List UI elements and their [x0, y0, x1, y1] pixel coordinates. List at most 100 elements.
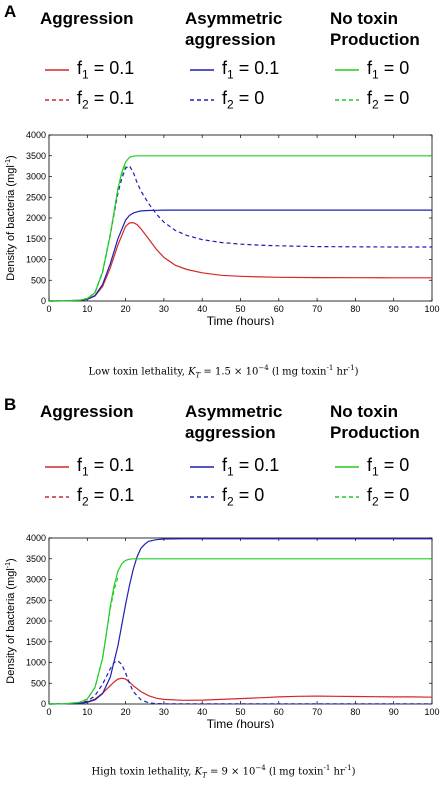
x-tick-label: 30 — [159, 707, 169, 717]
x-tick-label: 0 — [46, 707, 51, 717]
x-tick-label: 30 — [159, 304, 169, 314]
legend-swatch — [335, 496, 359, 498]
x-tick-label: 50 — [235, 304, 245, 314]
x-tick-label: 40 — [197, 707, 207, 717]
y-axis-label: Density of bacteria (mgl-1) — [5, 155, 17, 280]
y-tick-label: 2000 — [26, 616, 46, 626]
legend-label: f1 = 0 — [367, 58, 410, 82]
x-tick-label: 70 — [312, 707, 322, 717]
legend-swatch — [335, 69, 359, 71]
legend-label: f1 = 0.1 — [222, 58, 280, 82]
x-tick-label: 90 — [389, 707, 399, 717]
series-line — [48, 155, 432, 302]
legend-swatch — [190, 99, 214, 101]
x-tick-label: 10 — [82, 304, 92, 314]
y-tick-label: 3000 — [26, 575, 46, 585]
legend-swatch — [190, 496, 214, 498]
legend-label: f2 = 0 — [222, 88, 265, 112]
y-tick-label: 1000 — [26, 658, 46, 668]
x-axis-label: Time (hours) — [207, 717, 275, 728]
y-tick-label: 1500 — [26, 234, 46, 244]
legend-swatch — [190, 69, 214, 71]
x-tick-label: 60 — [274, 707, 284, 717]
legend-label: f1 = 0.1 — [77, 455, 135, 479]
y-tick-label: 500 — [31, 275, 46, 285]
legend-label: f2 = 0 — [222, 485, 265, 509]
panel-a: A Aggression f1 = 0.1 f2 = 0.1 Asymmetric ag… — [0, 0, 447, 392]
legend-label: f1 = 0.1 — [77, 58, 135, 82]
legend-swatch — [45, 466, 69, 468]
legend-group-title-line: aggression — [185, 423, 276, 442]
series-line — [48, 677, 433, 705]
series-line — [48, 538, 432, 705]
x-axis-label: Time (hours) — [207, 314, 275, 325]
y-tick-label: 1000 — [26, 255, 46, 265]
y-tick-label: 500 — [31, 678, 46, 688]
legend-label: f1 = 0 — [367, 455, 410, 479]
legend-swatch — [45, 69, 69, 71]
legend-group-title: No toxin Production — [330, 8, 420, 50]
y-tick-label: 0 — [41, 699, 46, 709]
x-tick-label: 100 — [424, 707, 439, 717]
x-tick-label: 20 — [121, 707, 131, 717]
y-tick-label: 2500 — [26, 192, 46, 202]
panel-letter: B — [4, 395, 17, 414]
y-tick-label: 3500 — [26, 554, 46, 564]
y-tick-label: 4000 — [26, 533, 46, 543]
legend-swatch — [335, 99, 359, 101]
series-line — [48, 221, 432, 302]
legend-group-title-line: Asymmetric — [185, 402, 283, 421]
chart-b: 0 10 20 30 40 50 60 70 80 90 100050010001500200025… — [5, 533, 440, 728]
legend-label: f1 = 0.1 — [222, 455, 280, 479]
legend-group-title: Asymmetric aggression — [185, 8, 282, 50]
legend-group-title: No toxin Production — [330, 401, 420, 443]
y-tick-label: 3000 — [26, 172, 46, 182]
legend-swatch — [45, 99, 69, 101]
y-tick-label: 2500 — [26, 595, 46, 605]
series-line — [48, 660, 432, 705]
plot-frame — [48, 537, 433, 705]
x-tick-label: 0 — [46, 304, 51, 314]
series-line — [48, 209, 432, 302]
x-tick-label: 100 — [424, 304, 439, 314]
caption: High toxin lethality, KT = 9 × 10−4 (l m… — [91, 764, 356, 780]
x-tick-label: 80 — [350, 304, 360, 314]
legend-swatch — [45, 496, 69, 498]
series-line — [48, 558, 432, 705]
y-axis-label: Density of bacteria (mgl-1) — [5, 558, 17, 683]
y-tick-label: 3500 — [26, 151, 46, 161]
panel-letter: A — [4, 2, 17, 21]
legend-group-title-line: Aggression — [40, 402, 134, 421]
x-tick-label: 20 — [121, 304, 131, 314]
y-tick-label: 0 — [41, 296, 46, 306]
legend-swatch — [335, 466, 359, 468]
legend-group-title: Aggression — [40, 8, 134, 29]
legend-swatch — [190, 466, 214, 468]
x-tick-label: 90 — [389, 304, 399, 314]
y-tick-label: 4000 — [26, 130, 46, 140]
panel-b: B Aggression f1 = 0.1 f2 = 0.1 Asymmetric ag… — [0, 393, 447, 785]
x-tick-label: 40 — [197, 304, 207, 314]
x-tick-label: 50 — [235, 707, 245, 717]
x-tick-label: 10 — [82, 707, 92, 717]
y-tick-label: 2000 — [26, 213, 46, 223]
x-tick-label: 70 — [312, 304, 322, 314]
chart-a: 0 10 20 30 40 50 60 70 80 90 100050010001500200025… — [5, 130, 440, 325]
legend-label: f2 = 0 — [367, 485, 410, 509]
legend-group-title-line: Production — [330, 423, 420, 442]
y-tick-label: 1500 — [26, 637, 46, 647]
legend-group-title-line: No toxin — [330, 9, 398, 28]
legend-label: f2 = 0.1 — [77, 88, 135, 112]
legend-group-title-line: Aggression — [40, 9, 134, 28]
series-line — [48, 165, 127, 302]
legend-label: f2 = 0 — [367, 88, 410, 112]
legend-group-title: Aggression — [40, 401, 134, 422]
legend-group-title: Asymmetric aggression — [185, 401, 282, 443]
legend-group-title-line: Asymmetric — [185, 9, 283, 28]
series-line — [48, 164, 432, 302]
x-tick-label: 60 — [274, 304, 284, 314]
caption: Low toxin lethality, KT = 1.5 × 10−4 (l … — [88, 364, 359, 380]
legend-group-title-line: Production — [330, 30, 420, 49]
series-line — [48, 577, 119, 705]
legend-label: f2 = 0.1 — [77, 485, 135, 509]
